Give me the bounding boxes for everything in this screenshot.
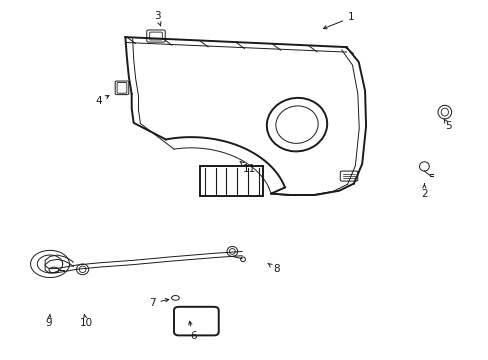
Text: 8: 8 [267,263,279,274]
Ellipse shape [240,257,245,262]
Text: 1: 1 [323,13,354,29]
Text: 2: 2 [420,184,427,199]
Text: 5: 5 [443,119,451,131]
Ellipse shape [226,247,237,256]
Ellipse shape [76,264,88,275]
Text: 10: 10 [80,315,93,328]
Text: 11: 11 [240,161,255,174]
Ellipse shape [171,296,179,300]
Bar [200,166,263,196]
Text: 4: 4 [95,95,109,107]
FancyBboxPatch shape [146,30,165,42]
Text: 6: 6 [188,321,196,342]
Text: 9: 9 [46,315,52,328]
Ellipse shape [437,105,451,119]
Ellipse shape [49,267,59,273]
Text: 7: 7 [148,298,168,308]
Text: 3: 3 [153,11,161,26]
FancyBboxPatch shape [174,307,218,336]
FancyBboxPatch shape [115,81,128,95]
Ellipse shape [419,162,428,171]
